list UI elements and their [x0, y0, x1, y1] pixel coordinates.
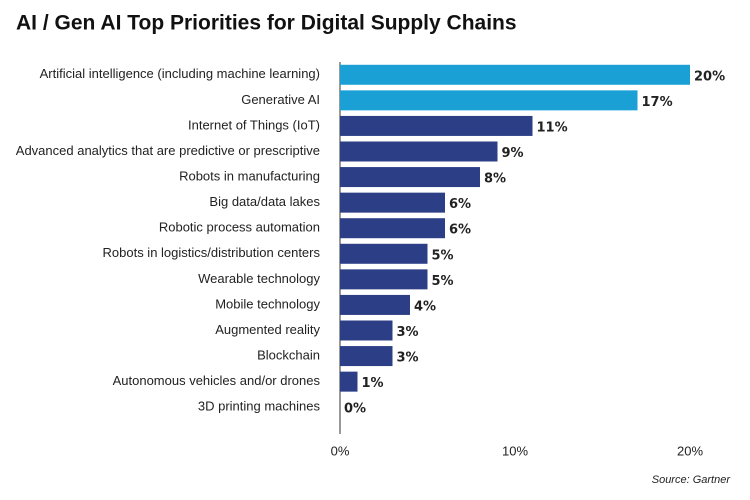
- y-tick-label: Big data/data lakes: [209, 194, 320, 209]
- y-tick-label: Robots in manufacturing: [179, 169, 320, 184]
- bar: [340, 115, 533, 136]
- y-tick-label: Blockchain: [257, 348, 320, 363]
- source-note: Source: Gartner: [652, 474, 732, 486]
- y-tick-label: Autonomous vehicles and/or drones: [113, 373, 321, 388]
- bar: [340, 269, 428, 290]
- bar: [340, 243, 428, 264]
- y-tick-label: Mobile technology: [215, 296, 320, 311]
- x-tick-label: 0%: [331, 443, 350, 458]
- chart-title: AI / Gen AI Top Priorities for Digital S…: [16, 12, 517, 35]
- value-label: 11%: [537, 120, 568, 135]
- value-label: 8%: [484, 172, 506, 187]
- value-label: 17%: [642, 95, 673, 110]
- value-label: 1%: [362, 376, 384, 391]
- x-tick-label: 20%: [677, 443, 703, 458]
- value-label: 6%: [449, 223, 471, 238]
- value-label: 3%: [397, 325, 419, 340]
- value-label: 3%: [397, 351, 419, 366]
- bar: [340, 294, 410, 315]
- y-tick-label: Artificial intelligence (including machi…: [40, 66, 320, 81]
- value-label: 0%: [344, 402, 366, 417]
- y-tick-label: Wearable technology: [198, 271, 320, 286]
- bar: [340, 167, 480, 188]
- bar: [340, 371, 358, 392]
- value-label: 4%: [414, 299, 436, 314]
- bar: [340, 141, 498, 162]
- value-label: 5%: [432, 248, 454, 263]
- bar: [340, 90, 638, 111]
- y-tick-label: Augmented reality: [215, 322, 320, 337]
- value-label: 9%: [502, 146, 524, 161]
- y-tick-label: Robots in logistics/distribution centers: [103, 245, 321, 260]
- value-label: 5%: [432, 274, 454, 289]
- bar: [340, 346, 393, 367]
- y-tick-label: 3D printing machines: [198, 399, 321, 414]
- bar: [340, 320, 393, 341]
- bar: [340, 64, 690, 85]
- y-tick-label: Advanced analytics that are predictive o…: [16, 143, 320, 158]
- y-tick-label: Robotic process automation: [159, 220, 320, 235]
- value-label: 6%: [449, 197, 471, 212]
- y-tick-label: Internet of Things (IoT): [188, 117, 320, 132]
- bar: [340, 218, 445, 239]
- x-tick-label: 10%: [502, 443, 528, 458]
- bar: [340, 192, 445, 213]
- value-label: 20%: [694, 69, 725, 84]
- y-tick-label: Generative AI: [241, 92, 320, 107]
